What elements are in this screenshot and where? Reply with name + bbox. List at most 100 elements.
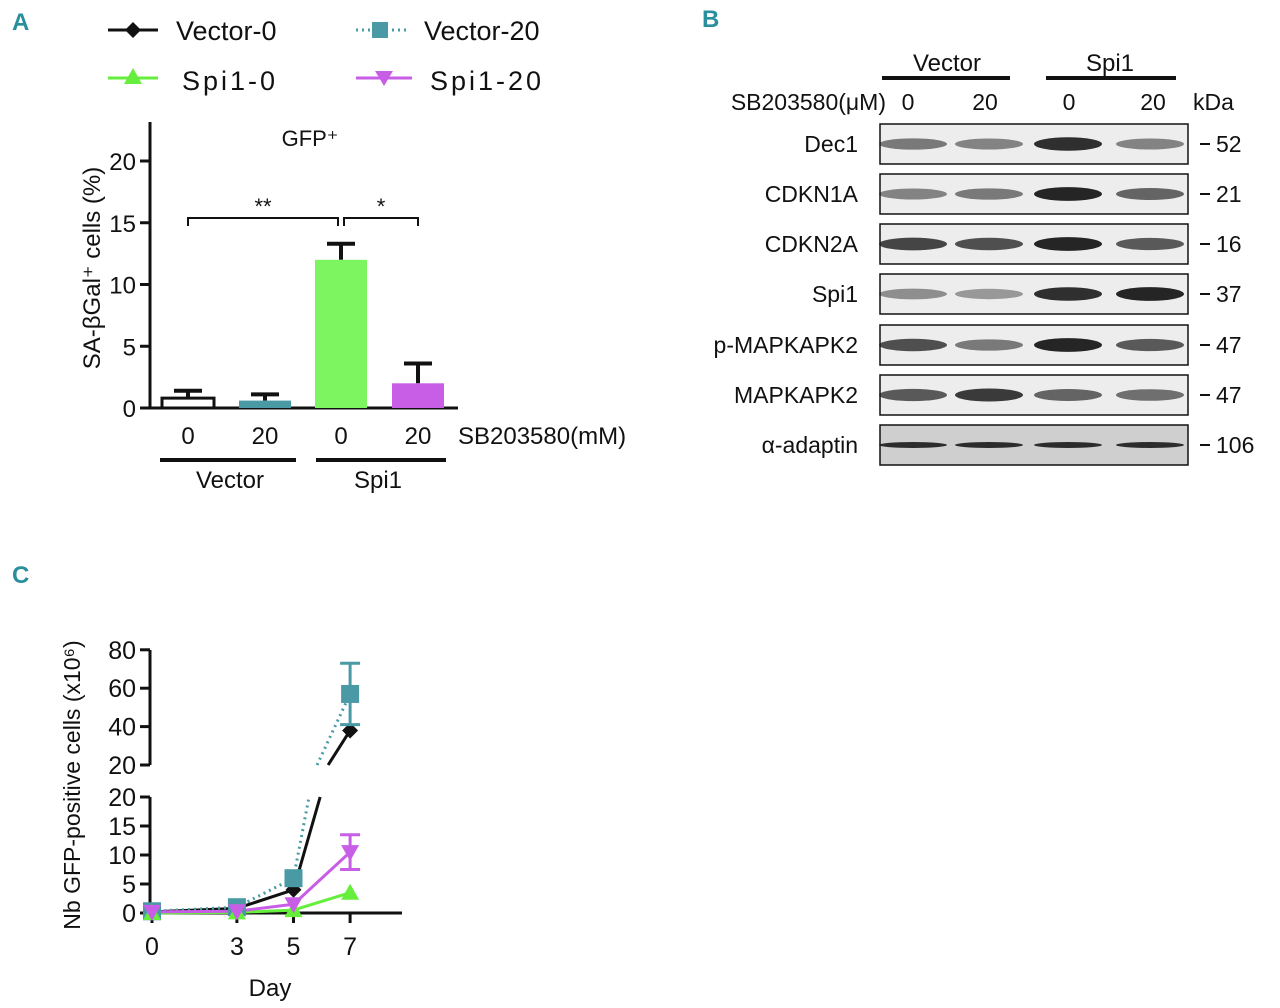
blot-band	[955, 138, 1023, 150]
data-point	[341, 684, 360, 703]
blot-band	[955, 388, 1023, 402]
western-blot-b: Vector Spi1 SB203580(μM) 0 20 0 20 kDa D…	[714, 50, 1254, 466]
blot-band	[879, 442, 947, 448]
x-tick-labels: 0 20 0 20	[181, 423, 431, 450]
blot-row-label: MAPKAPK2	[734, 382, 858, 408]
blot-band	[879, 188, 947, 200]
group-label-spi1: Spi1	[1086, 50, 1134, 77]
x-axis-label: SB203580(mM)	[458, 423, 626, 450]
bar	[315, 259, 367, 408]
group-label-vector: Vector	[196, 467, 264, 494]
y-tick-label: 0	[122, 900, 136, 928]
lane-label: 20	[1140, 89, 1166, 115]
series-line	[151, 729, 352, 914]
y-tick-label: 0	[123, 396, 136, 423]
blot-band	[879, 138, 947, 150]
series-markers	[143, 661, 361, 921]
data-point	[143, 904, 161, 921]
square-marker-icon	[372, 22, 388, 38]
kda-label: 52	[1216, 131, 1242, 157]
blot-row: CDKN2A 16	[765, 223, 1242, 265]
y-tick-label: 10	[108, 842, 136, 870]
bar	[239, 400, 291, 408]
kda-label: 106	[1216, 432, 1254, 458]
blot-band	[879, 237, 947, 251]
blot-row-label: Spi1	[812, 281, 858, 307]
lane-label: 0	[902, 89, 915, 115]
series-vector-20	[151, 693, 352, 913]
legend-item-vector-20: Vector-20	[356, 16, 540, 46]
series-line	[151, 850, 352, 914]
blot-band	[1116, 389, 1184, 401]
panel-label-c: C	[12, 562, 29, 589]
blot-band	[1034, 442, 1102, 448]
kda-label: 47	[1216, 332, 1242, 358]
y-tick-label: 5	[123, 334, 136, 361]
y-tick-label: 20	[108, 784, 136, 812]
blot-band	[1034, 187, 1102, 201]
y-tick-label: 15	[108, 813, 136, 841]
blot-band	[955, 339, 1023, 351]
y-tick-label: 5	[122, 871, 136, 899]
panel-label-b: B	[702, 6, 719, 33]
legend-label: Spi1-20	[430, 66, 544, 96]
blot-band	[879, 388, 947, 402]
triangle-down-marker-icon	[375, 71, 393, 86]
line-chart-c: Nb GFP-positive cells (x10⁶) Day 0510152…	[59, 637, 402, 1002]
series-vector-0	[151, 729, 352, 914]
blot-row-label: CDKN1A	[765, 181, 859, 207]
group-label-spi1: Spi1	[354, 467, 402, 494]
y-tick-label: 20	[108, 752, 136, 780]
triangle-up-marker-icon	[124, 68, 142, 84]
x-tick-label: 5	[287, 933, 301, 961]
kda-label: 37	[1216, 281, 1242, 307]
x-tick-label: 0	[334, 423, 347, 450]
diamond-marker-icon	[125, 22, 141, 38]
legend-item-spi1-20: Spi1-20	[356, 66, 544, 96]
significance-label: **	[254, 194, 272, 219]
blot-band	[955, 442, 1023, 448]
x-tick-label: 20	[252, 423, 279, 450]
significance-bracket	[343, 217, 419, 226]
legend-item-spi1-0: Spi1-0	[108, 66, 278, 96]
legend-label: Vector-0	[176, 16, 277, 46]
x-tick-label: 20	[405, 423, 432, 450]
blot-band	[1116, 338, 1184, 352]
significance-bracket	[187, 217, 339, 226]
series-markers	[143, 883, 360, 920]
legend-label: Spi1-0	[182, 66, 278, 96]
x-tick-label: 0	[181, 423, 194, 450]
blot-band	[1034, 287, 1102, 301]
blot-row-label: p-MAPKAPK2	[714, 332, 858, 358]
blot-band	[1116, 287, 1184, 301]
blot-rows: Dec1 52 CDKN1A 21 CDKN2A 16 Spi1 37 p-MAPKAPK2 47…	[714, 123, 1254, 466]
blot-band	[1116, 138, 1184, 150]
blot-row: CDKN1A 21	[765, 173, 1242, 215]
data-point	[342, 722, 359, 739]
y-axis-label: SA-βGal⁺ cells (%)	[79, 167, 106, 370]
blot-row: Dec1 52	[804, 123, 1242, 165]
blot-row: α-adaptin 106	[762, 424, 1254, 466]
panel-label-a: A	[12, 9, 29, 36]
data-point	[284, 897, 303, 914]
blot-band	[955, 237, 1023, 251]
legend-label: Vector-20	[424, 16, 540, 46]
blot-row-label: α-adaptin	[762, 432, 858, 458]
x-ticks: 0 3 5 7	[145, 913, 357, 961]
series-markers	[143, 833, 361, 921]
y-ticks: 0 5 10 15 20	[109, 149, 150, 423]
kda-label: 21	[1216, 181, 1242, 207]
data-point	[227, 904, 246, 921]
legend-item-vector-0: Vector-0	[108, 16, 277, 46]
blot-band	[1116, 188, 1184, 200]
x-tick-label: 0	[145, 933, 159, 961]
blot-row: MAPKAPK2 47	[734, 374, 1242, 416]
blot-band	[1034, 389, 1102, 401]
blot-row-label: CDKN2A	[765, 231, 859, 257]
blot-row: p-MAPKAPK2 47	[714, 324, 1242, 366]
bars	[160, 241, 444, 410]
data-point	[284, 869, 303, 888]
